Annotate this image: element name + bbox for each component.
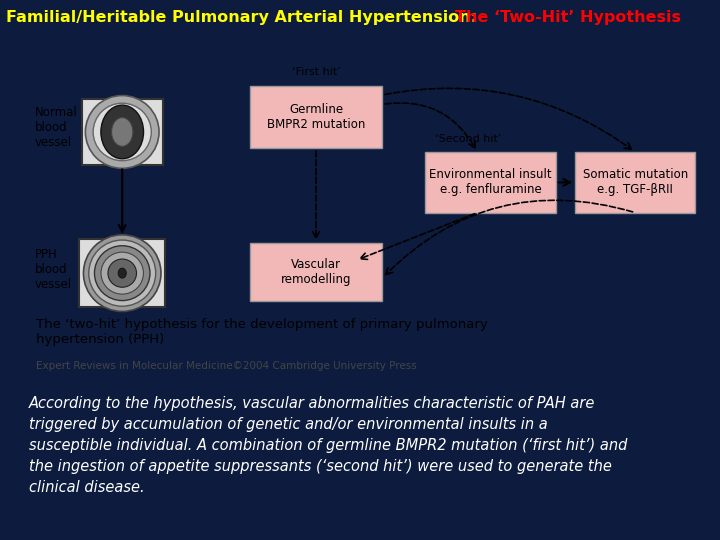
Bar <box>79 239 165 307</box>
Text: ‘First hit’: ‘First hit’ <box>292 68 341 78</box>
Circle shape <box>84 235 161 312</box>
Text: ‘Second hit’: ‘Second hit’ <box>436 134 502 144</box>
Text: Vascular
remodelling: Vascular remodelling <box>281 258 351 286</box>
Circle shape <box>93 103 151 161</box>
Circle shape <box>108 259 137 287</box>
Ellipse shape <box>101 105 143 159</box>
FancyBboxPatch shape <box>250 243 382 301</box>
Circle shape <box>94 246 150 301</box>
Ellipse shape <box>118 268 126 278</box>
Text: Normal
blood
vessel: Normal blood vessel <box>35 106 77 150</box>
FancyBboxPatch shape <box>425 152 556 213</box>
FancyBboxPatch shape <box>575 152 696 213</box>
Text: PPH
blood
vessel: PPH blood vessel <box>35 248 71 291</box>
Text: Environmental insult
e.g. fenfluramine: Environmental insult e.g. fenfluramine <box>429 168 552 197</box>
Text: Somatic mutation
e.g. TGF-βRII: Somatic mutation e.g. TGF-βRII <box>582 168 688 197</box>
Text: Familial/Heritable Pulmonary Arterial Hypertension:: Familial/Heritable Pulmonary Arterial Hy… <box>6 10 482 25</box>
Text: The ‘Two-Hit’ Hypothesis: The ‘Two-Hit’ Hypothesis <box>455 10 681 25</box>
Text: Germline
BMPR2 mutation: Germline BMPR2 mutation <box>267 103 365 131</box>
Text: Expert Reviews in Molecular Medicine©2004 Cambridge University Press: Expert Reviews in Molecular Medicine©200… <box>35 361 416 371</box>
Text: The ‘two-hit’ hypothesis for the development of primary pulmonary
hypertension (: The ‘two-hit’ hypothesis for the develop… <box>35 318 487 346</box>
Text: According to the hypothesis, vascular abnormalities characteristic of PAH are
tr: According to the hypothesis, vascular ab… <box>29 396 627 495</box>
Circle shape <box>101 252 143 294</box>
Ellipse shape <box>112 118 133 146</box>
Circle shape <box>86 96 159 168</box>
Bar <box>81 99 163 165</box>
FancyBboxPatch shape <box>250 85 382 148</box>
Circle shape <box>89 240 156 306</box>
